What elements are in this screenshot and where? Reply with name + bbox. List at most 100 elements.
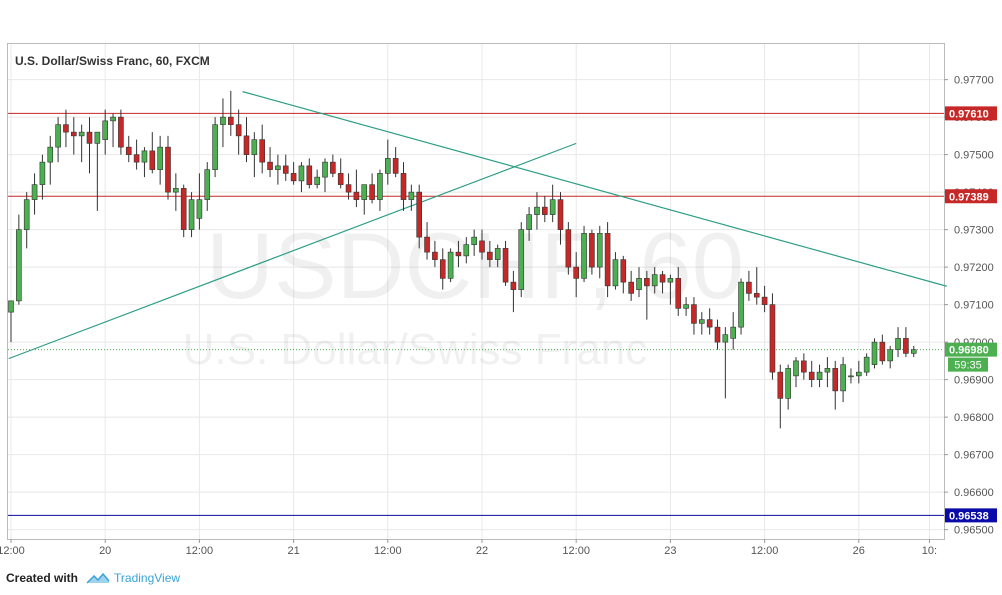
candle — [47, 135, 54, 185]
candle — [31, 173, 38, 215]
candle — [871, 338, 878, 369]
candle — [275, 154, 281, 185]
candle — [675, 267, 682, 316]
candle-body — [620, 259, 627, 283]
price-labels: 0.97610 0.97389 0.96538 0.96980 59:35 — [945, 106, 997, 523]
candle-body — [165, 146, 171, 193]
candle-body — [471, 236, 477, 245]
tradingview-brand[interactable]: TradingView — [114, 571, 181, 585]
candle — [251, 132, 258, 178]
candle — [306, 158, 313, 189]
candle-body — [589, 233, 595, 268]
candle-body — [267, 161, 273, 170]
candle — [377, 169, 383, 211]
plot-border — [7, 43, 945, 540]
candle — [78, 124, 85, 163]
candle — [290, 162, 297, 185]
candle-body — [565, 229, 572, 268]
candle-body — [824, 368, 831, 373]
candle — [314, 169, 320, 189]
candle — [494, 244, 501, 268]
candle — [879, 334, 886, 365]
candle-body — [94, 131, 101, 144]
candle-body — [573, 266, 580, 279]
candle — [416, 184, 423, 249]
candle-body — [39, 161, 46, 185]
candle-body — [345, 184, 352, 193]
trendline — [8, 142, 577, 360]
candle — [259, 124, 266, 174]
candle — [651, 267, 658, 294]
candle — [683, 297, 689, 316]
x-tick-label: 12:00 — [751, 545, 779, 557]
candle — [816, 364, 823, 388]
price-label-bg — [945, 508, 997, 523]
candle-body — [714, 326, 721, 343]
candle — [298, 162, 305, 193]
current-price-label-bg — [945, 342, 997, 357]
candle — [439, 248, 446, 290]
candle — [188, 192, 195, 238]
y-tick-label: 0.96900 — [954, 375, 994, 387]
candle — [793, 357, 799, 388]
x-tick-label: 12:00 — [0, 545, 25, 557]
candle — [337, 158, 344, 189]
candle — [369, 173, 375, 204]
candle — [400, 162, 407, 211]
candle-body — [549, 199, 556, 215]
candle — [510, 270, 517, 313]
candle-body — [47, 146, 54, 163]
candle-body — [102, 120, 108, 140]
candle-body — [855, 371, 862, 377]
candle-body — [879, 341, 886, 362]
candle — [165, 135, 171, 200]
candle — [180, 184, 187, 238]
candle — [39, 154, 46, 200]
candle — [596, 225, 603, 279]
candle — [157, 135, 163, 185]
candle — [777, 364, 784, 429]
watermark-name: U.S. Dollar/Swiss Franc — [183, 325, 648, 374]
candle-body — [110, 116, 116, 122]
candle — [502, 240, 509, 286]
candle-body — [651, 274, 658, 287]
candle-body — [298, 165, 305, 182]
candle — [620, 255, 627, 294]
y-tick-label: 0.96500 — [954, 525, 994, 537]
price-label: 0.96538 — [949, 510, 989, 522]
price-label: 0.97610 — [949, 108, 989, 120]
candle-body — [353, 191, 360, 200]
candle-body — [534, 206, 540, 215]
candle-body — [23, 199, 30, 230]
y-tick-label: 0.97700 — [954, 75, 994, 87]
candle — [691, 297, 697, 335]
y-tick-label: 0.97100 — [954, 300, 994, 312]
candle — [549, 184, 556, 223]
candle-body — [777, 371, 784, 399]
candle — [118, 109, 124, 155]
candle-body — [243, 135, 250, 155]
candle-body — [644, 278, 650, 287]
candle-body — [746, 281, 752, 294]
candle — [16, 214, 22, 305]
candle — [71, 117, 77, 155]
candle-body — [228, 116, 234, 125]
candle-body — [180, 188, 187, 230]
trendlines — [8, 91, 947, 360]
candle-body — [463, 244, 470, 257]
candle — [604, 222, 611, 298]
candle-body — [604, 233, 611, 287]
candle — [832, 360, 839, 410]
candle — [212, 117, 218, 178]
candle — [267, 147, 273, 178]
candle-body — [596, 233, 603, 268]
candle — [408, 184, 415, 211]
candle — [243, 117, 250, 163]
price-label-bg — [945, 189, 997, 204]
candle-body — [612, 259, 619, 287]
candle-body — [55, 124, 61, 148]
candle-body — [667, 278, 674, 283]
candle-body — [330, 161, 336, 174]
candle — [667, 274, 674, 305]
candle — [518, 222, 525, 298]
